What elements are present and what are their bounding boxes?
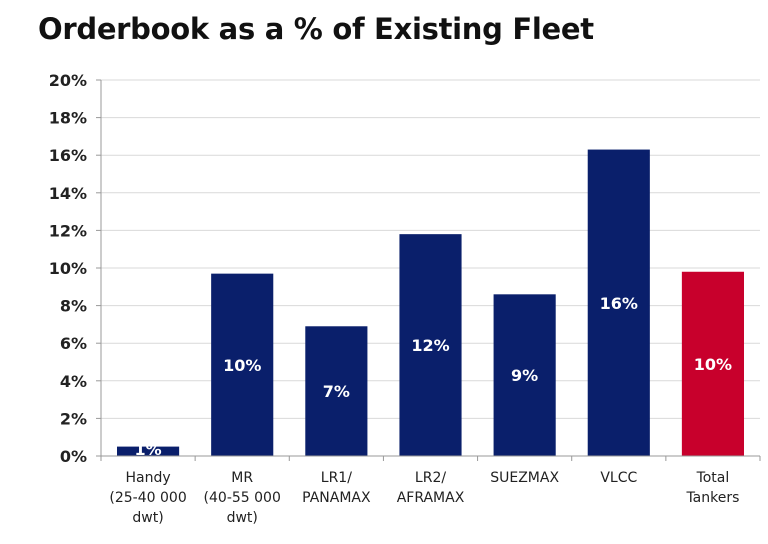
y-tick-label: 4% (60, 372, 87, 391)
x-tick-label: Handy (25-40 000 dwt) (109, 470, 186, 526)
bar-vlcc (587, 149, 650, 456)
y-tick-label: 16% (49, 146, 87, 165)
y-tick-label: 18% (49, 109, 87, 128)
y-axis: 0% 2% 4% 6% 8% 10% 12% 14% 16% 18% 20% (49, 71, 102, 466)
x-axis: Handy (25-40 000 dwt) MR (40-55 000 dwt) LR1/P… (96, 455, 761, 526)
data-label: 9% (511, 366, 538, 385)
y-tick-label: 10% (49, 259, 87, 278)
x-tick-label: VLCC (600, 470, 637, 486)
data-label: 12% (411, 336, 449, 355)
data-label: 1% (134, 440, 161, 459)
x-tick-label: MR (40-55 000 dwt) (204, 470, 281, 526)
x-tick-label: SUEZMAX (490, 470, 559, 486)
y-tick-label: 12% (49, 221, 87, 240)
bar-suezmax (493, 294, 556, 456)
y-tick-label: 6% (60, 334, 87, 353)
x-tick-label: LR2/AFRAMAX (397, 470, 465, 506)
data-label: 16% (600, 294, 638, 313)
bar-total (681, 271, 744, 456)
bar-lr1 (305, 326, 368, 456)
bar-handy (117, 446, 180, 456)
x-tick-label: Total Tankers (685, 470, 739, 506)
x-tick-label: LR1/PANAMAX (302, 470, 371, 506)
y-tick-label: 2% (60, 409, 87, 428)
data-label: 7% (323, 382, 350, 401)
data-label: 10% (694, 355, 732, 374)
y-tick-label: 0% (60, 447, 87, 466)
y-tick-label: 8% (60, 297, 87, 316)
y-tick-label: 20% (49, 71, 87, 90)
bars: 1% 10% 7% 12% 9% 16% 10% (117, 149, 744, 459)
bar-mr (211, 273, 274, 456)
y-tick-label: 14% (49, 184, 87, 203)
bar-lr2 (399, 234, 462, 456)
data-label: 10% (223, 356, 261, 375)
chart-title: Orderbook as a % of Existing Fleet (38, 12, 594, 46)
